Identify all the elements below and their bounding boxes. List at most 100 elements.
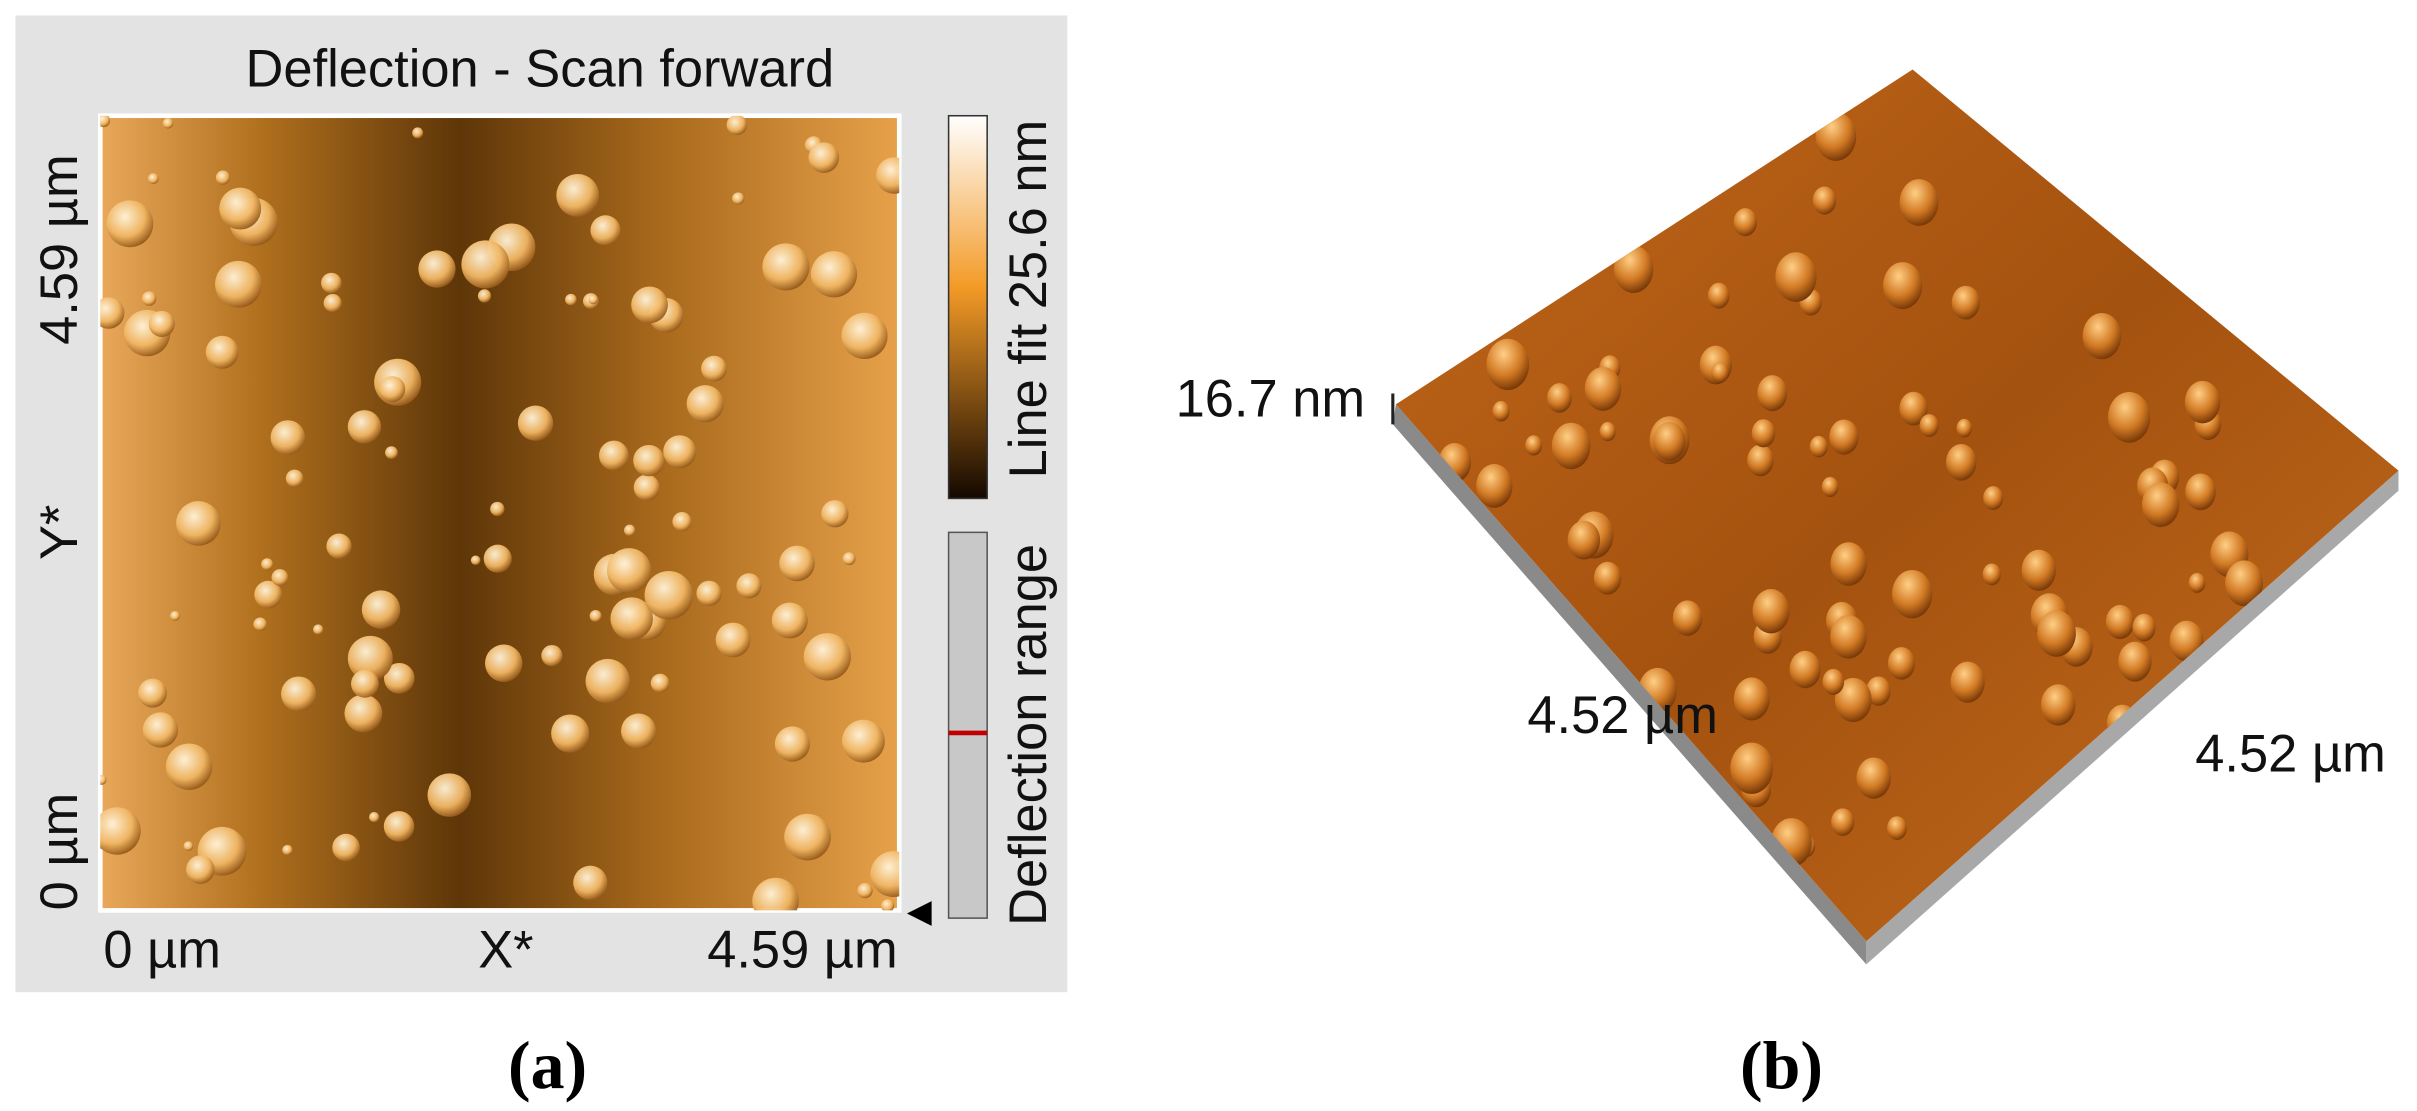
particle [347, 410, 382, 444]
particle [631, 286, 668, 324]
particle [461, 240, 510, 289]
particle [215, 260, 262, 308]
particle [484, 644, 523, 682]
particle [1584, 366, 1622, 411]
particle [165, 743, 213, 790]
particle [323, 293, 342, 313]
surface-side [1866, 470, 2399, 965]
particle [313, 624, 324, 635]
particle [418, 250, 456, 288]
particle [1775, 252, 1817, 302]
x-tick: 4.59 µm [707, 921, 897, 979]
colorbar-label: Line fit 25.6 nm [1000, 120, 1058, 479]
particle [606, 548, 652, 593]
particle [752, 877, 799, 911]
particle [347, 635, 393, 681]
particle [2108, 391, 2151, 443]
particle [633, 444, 665, 477]
particle [412, 127, 424, 139]
y-tick: 0 µm [31, 793, 89, 911]
colorbar [947, 114, 988, 500]
particle [1822, 668, 1845, 695]
particle [1945, 443, 1977, 481]
particle [1751, 419, 1776, 448]
particle [1866, 676, 1891, 706]
particle [771, 602, 808, 639]
particle [1613, 245, 1654, 293]
particle [385, 446, 398, 460]
caption: (b) [1740, 1028, 1823, 1103]
particle [170, 610, 180, 621]
particle [183, 841, 194, 851]
particle [361, 590, 401, 629]
particle [176, 501, 221, 546]
particle [326, 533, 352, 559]
particle [142, 712, 179, 748]
particle [219, 187, 262, 230]
particle [599, 440, 629, 471]
particle [254, 580, 282, 609]
particle [1982, 563, 2001, 586]
y-axis-label: Y* [31, 505, 89, 560]
y-label: 4.52 µm [2195, 726, 2385, 784]
particle [1653, 421, 1686, 461]
particle [2082, 312, 2122, 360]
particle [383, 811, 415, 842]
particle [1899, 179, 1939, 226]
particle [1919, 414, 1939, 437]
particle [2228, 649, 2263, 692]
particle [351, 669, 379, 698]
particle [784, 813, 831, 861]
arrow [906, 901, 932, 926]
particle [215, 170, 231, 185]
particle [1887, 816, 1907, 841]
z-label: 16.7 nm [1176, 371, 1365, 429]
x-tick: 0 µm [103, 921, 221, 979]
particle [1599, 421, 1616, 442]
particle [2085, 761, 2113, 795]
particle [271, 569, 289, 586]
particle [1747, 444, 1774, 477]
particle [1830, 614, 1867, 659]
particle [551, 714, 590, 753]
particle [803, 633, 851, 681]
particle [696, 580, 722, 607]
particle [1812, 186, 1837, 215]
y-tick: 4.59 µm [31, 154, 89, 345]
particle [270, 420, 306, 455]
particle [726, 115, 748, 136]
particle [1476, 464, 1513, 508]
particle [106, 200, 154, 248]
particle [1492, 401, 1510, 422]
particle [541, 645, 563, 667]
x-axis-label: X* [478, 921, 533, 979]
particle [644, 570, 693, 620]
particle [1983, 486, 2004, 510]
particle [1567, 520, 1601, 560]
particle [573, 865, 608, 900]
particle [672, 512, 692, 532]
particle [588, 294, 598, 305]
particle [589, 609, 602, 622]
particle [379, 376, 406, 403]
particle [2184, 380, 2221, 424]
particle [100, 807, 141, 855]
particle [148, 310, 175, 337]
particle [2185, 473, 2216, 511]
particle [2232, 648, 2251, 670]
particle [2105, 604, 2135, 639]
range-label: Deflection range [1000, 544, 1058, 926]
surface [1395, 69, 2399, 942]
particle [779, 545, 815, 582]
particle [565, 293, 577, 306]
particle [1809, 435, 1828, 458]
particle [1547, 383, 1572, 413]
particle [621, 713, 657, 749]
particle [585, 658, 630, 704]
particle [1815, 111, 1857, 161]
particle [2180, 695, 2205, 725]
particle [477, 289, 492, 303]
particle [138, 678, 167, 708]
particle [1593, 561, 1622, 595]
